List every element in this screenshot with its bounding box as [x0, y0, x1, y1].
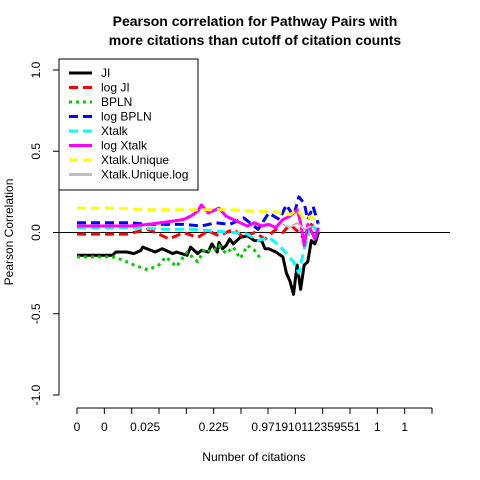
chart-title-line1: Pearson correlation for Pathway Pairs wi… — [113, 13, 398, 29]
legend-entry: Xtalk.Unique.log — [101, 168, 188, 182]
legend-entry: Xtalk.Unique — [101, 153, 169, 167]
y-tick-label: 0.5 — [29, 143, 43, 160]
y-tick-label: -1.0 — [29, 384, 43, 405]
x-axis-label: Number of citations — [202, 450, 305, 464]
x-tick-label: 0 — [74, 420, 81, 434]
x-tick-label: 0.225 — [199, 420, 229, 434]
x-tick-label: 1 — [401, 420, 408, 434]
y-tick-label: -0.5 — [29, 303, 43, 324]
series-line-2 — [77, 244, 263, 272]
x-axis: 0 0 0.025 0.225 0.971910112359551 1 1 — [74, 407, 433, 434]
x-tick-label: 0.025 — [130, 420, 160, 434]
x-tick-label: 0 — [101, 420, 108, 434]
y-tick-label: 0.0 — [29, 224, 43, 241]
legend-box — [58, 58, 199, 191]
legend-entry: log Xtalk — [101, 139, 148, 153]
x-tick-label: 0.971910112359551 — [251, 420, 361, 434]
legend-entry: log BPLN — [101, 110, 152, 124]
y-axis-label: Pearson Correlation — [2, 179, 16, 286]
series-line-5 — [77, 203, 320, 247]
x-tick-label: 1 — [374, 420, 381, 434]
legend-entry: log JI — [101, 81, 130, 95]
chart-title-line2: more citations than cutoff of citation c… — [109, 32, 402, 48]
legend-entry: JI — [101, 66, 110, 80]
legend-entry: Xtalk — [101, 124, 129, 138]
y-tick-label: 1.0 — [29, 61, 43, 78]
series-line-7 — [282, 221, 312, 231]
series-lines — [77, 195, 320, 296]
series-line-6 — [77, 206, 320, 226]
series-line-4 — [77, 222, 320, 275]
legend-entry: BPLN — [101, 95, 132, 109]
series-line-0 — [77, 232, 320, 296]
y-axis: -1.0 -0.5 0.0 0.5 1.0 — [29, 61, 60, 405]
